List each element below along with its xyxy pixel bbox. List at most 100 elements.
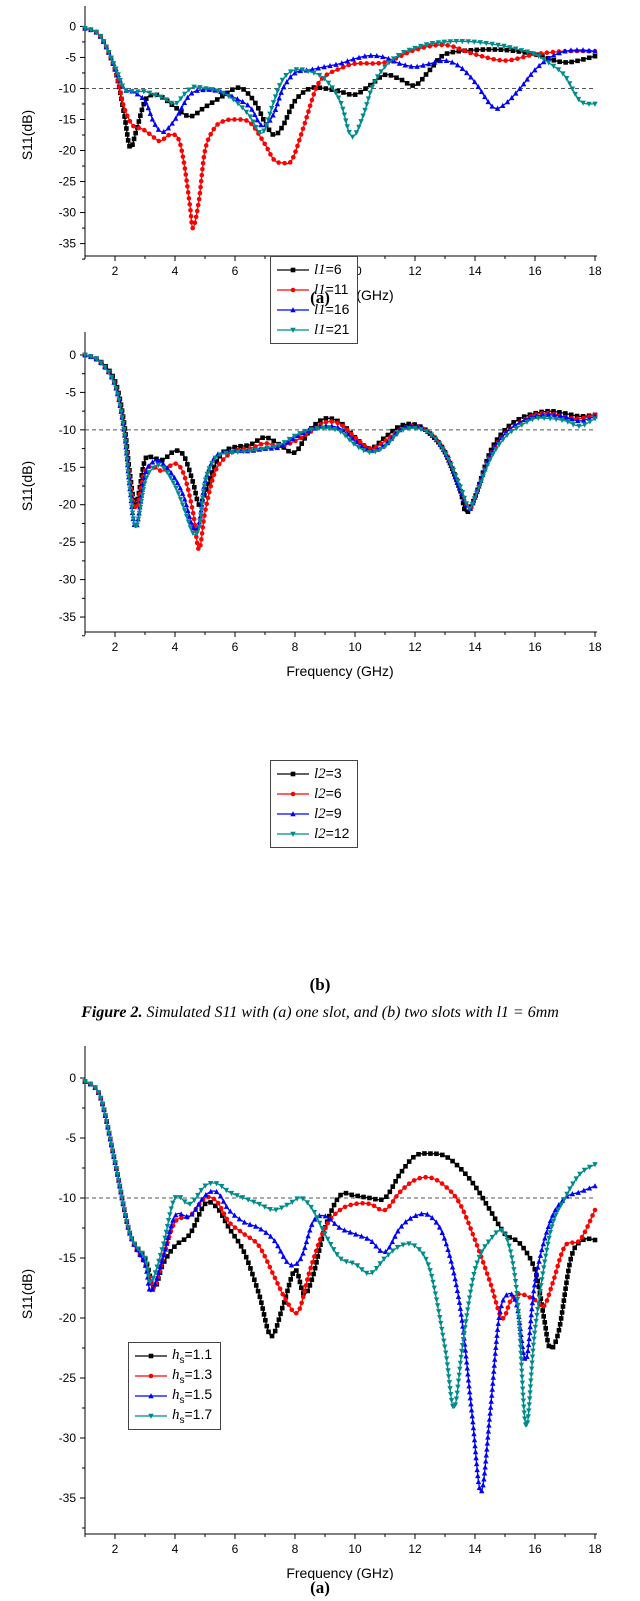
data-point <box>374 52 380 59</box>
data-point <box>307 1283 313 1288</box>
data-point <box>160 460 166 466</box>
data-point <box>143 1261 150 1267</box>
data-point <box>445 1155 451 1160</box>
data-point <box>178 105 185 111</box>
data-point <box>257 1294 263 1300</box>
data-point <box>272 106 279 112</box>
data-point <box>311 1271 316 1277</box>
data-point <box>124 462 131 468</box>
data-point <box>493 1230 499 1236</box>
data-point <box>163 97 169 103</box>
data-point <box>209 87 215 93</box>
data-point <box>489 103 495 109</box>
legend-item: l1=6 <box>275 260 349 280</box>
data-point <box>406 426 412 432</box>
data-point <box>228 1221 233 1226</box>
data-point <box>262 1253 268 1259</box>
data-point <box>307 1227 313 1233</box>
data-point <box>545 60 552 66</box>
legend-label: l2=6 <box>314 785 342 802</box>
legend-label: l1=21 <box>314 321 350 338</box>
data-point <box>302 428 309 435</box>
data-point <box>82 1079 88 1085</box>
data-point <box>305 1288 310 1294</box>
data-point <box>194 534 199 540</box>
data-point <box>144 1267 151 1273</box>
data-point <box>507 1235 512 1240</box>
series-l2-9 <box>82 352 598 531</box>
data-point <box>184 178 189 183</box>
data-point <box>186 196 192 201</box>
data-point <box>187 525 194 531</box>
data-point <box>474 1243 480 1248</box>
data-point <box>124 132 130 137</box>
data-point <box>120 1201 126 1207</box>
data-point <box>196 502 202 507</box>
data-point <box>207 489 212 495</box>
data-point <box>528 1312 534 1318</box>
data-point <box>551 57 557 63</box>
data-point <box>448 462 454 468</box>
legend-swatch <box>277 811 309 817</box>
data-point <box>415 81 421 86</box>
data-point <box>182 456 188 461</box>
data-point <box>315 1254 321 1259</box>
data-point <box>285 1288 290 1294</box>
data-point <box>179 109 184 115</box>
data-point <box>177 496 184 503</box>
data-point <box>406 1181 412 1187</box>
data-point <box>377 75 382 80</box>
data-point <box>232 1225 238 1230</box>
data-point <box>433 42 438 48</box>
data-point <box>316 80 321 86</box>
data-point <box>101 1107 107 1113</box>
data-point <box>400 1242 406 1248</box>
data-point <box>347 1229 353 1235</box>
data-point <box>510 1261 516 1267</box>
data-point <box>311 85 317 90</box>
data-point <box>278 89 284 95</box>
data-point <box>418 43 424 50</box>
data-point <box>386 1244 393 1250</box>
data-point <box>309 1221 315 1227</box>
data-point <box>545 1223 552 1229</box>
legend-marker <box>148 1413 154 1419</box>
data-point <box>512 1296 518 1302</box>
data-point <box>173 485 179 492</box>
data-point <box>484 1446 490 1452</box>
data-point <box>235 85 241 90</box>
data-point <box>414 63 420 69</box>
data-point <box>177 1195 184 1201</box>
data-point <box>459 65 466 71</box>
data-point <box>211 472 217 478</box>
data-point <box>452 473 459 479</box>
data-point <box>179 148 185 154</box>
data-point <box>189 1228 195 1234</box>
data-point <box>529 1354 536 1360</box>
data-point <box>557 413 564 419</box>
data-point <box>264 445 271 451</box>
data-point <box>465 509 471 515</box>
data-point <box>122 107 128 113</box>
data-point <box>434 1177 440 1183</box>
legend-item: hs=1.3 <box>133 1366 212 1386</box>
data-point <box>198 1187 204 1194</box>
data-point <box>549 1212 556 1218</box>
data-point <box>441 1338 447 1344</box>
data-point <box>199 172 205 178</box>
data-point <box>489 1234 495 1241</box>
data-point <box>464 1313 470 1319</box>
data-point <box>191 84 197 90</box>
data-point <box>450 467 457 474</box>
data-point <box>308 1265 313 1271</box>
data-point <box>208 483 214 489</box>
data-point <box>238 443 243 449</box>
data-point <box>514 1296 521 1303</box>
data-point <box>326 426 332 432</box>
data-point <box>122 432 128 439</box>
data-point <box>93 29 99 36</box>
data-point <box>468 1226 473 1231</box>
data-point <box>278 1205 285 1211</box>
data-point <box>164 454 170 460</box>
data-point <box>502 1232 509 1238</box>
